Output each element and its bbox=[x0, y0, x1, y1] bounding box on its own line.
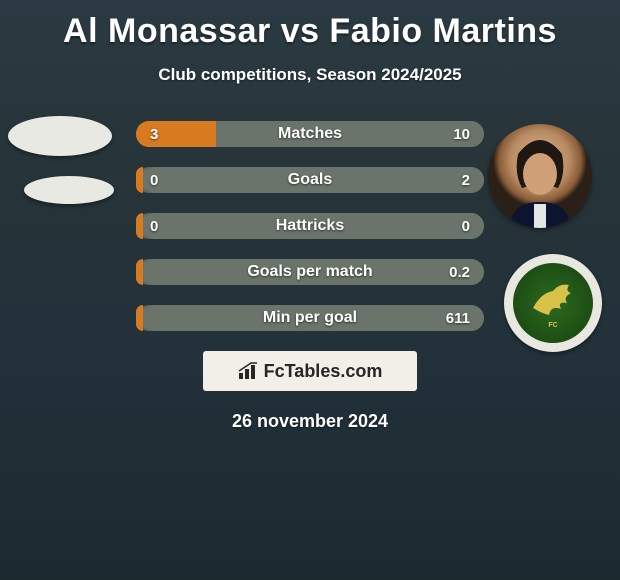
stat-value-right: 2 bbox=[462, 172, 470, 189]
stat-label: Matches bbox=[136, 125, 484, 143]
stat-label: Min per goal bbox=[136, 309, 484, 327]
stat-label: Hattricks bbox=[136, 217, 484, 235]
stat-value-right: 0 bbox=[462, 218, 470, 235]
stat-row: 3Matches10 bbox=[136, 121, 484, 147]
subtitle: Club competitions, Season 2024/2025 bbox=[0, 65, 620, 85]
watermark-badge: FcTables.com bbox=[203, 351, 417, 391]
stat-row: Min per goal611 bbox=[136, 305, 484, 331]
stat-row: 0Goals2 bbox=[136, 167, 484, 193]
stat-value-right: 611 bbox=[446, 310, 470, 327]
page-title: Al Monassar vs Fabio Martins bbox=[0, 0, 620, 51]
stat-row: Goals per match0.2 bbox=[136, 259, 484, 285]
stat-value-right: 0.2 bbox=[449, 264, 470, 281]
stat-row: 0Hattricks0 bbox=[136, 213, 484, 239]
stat-value-right: 10 bbox=[453, 126, 470, 143]
stat-label: Goals per match bbox=[136, 263, 484, 281]
stats-area: 3Matches100Goals20Hattricks0Goals per ma… bbox=[0, 121, 620, 331]
watermark-text: FcTables.com bbox=[264, 361, 383, 382]
date-label: 26 november 2024 bbox=[0, 411, 620, 432]
stat-label: Goals bbox=[136, 171, 484, 189]
bars-icon bbox=[238, 362, 260, 380]
